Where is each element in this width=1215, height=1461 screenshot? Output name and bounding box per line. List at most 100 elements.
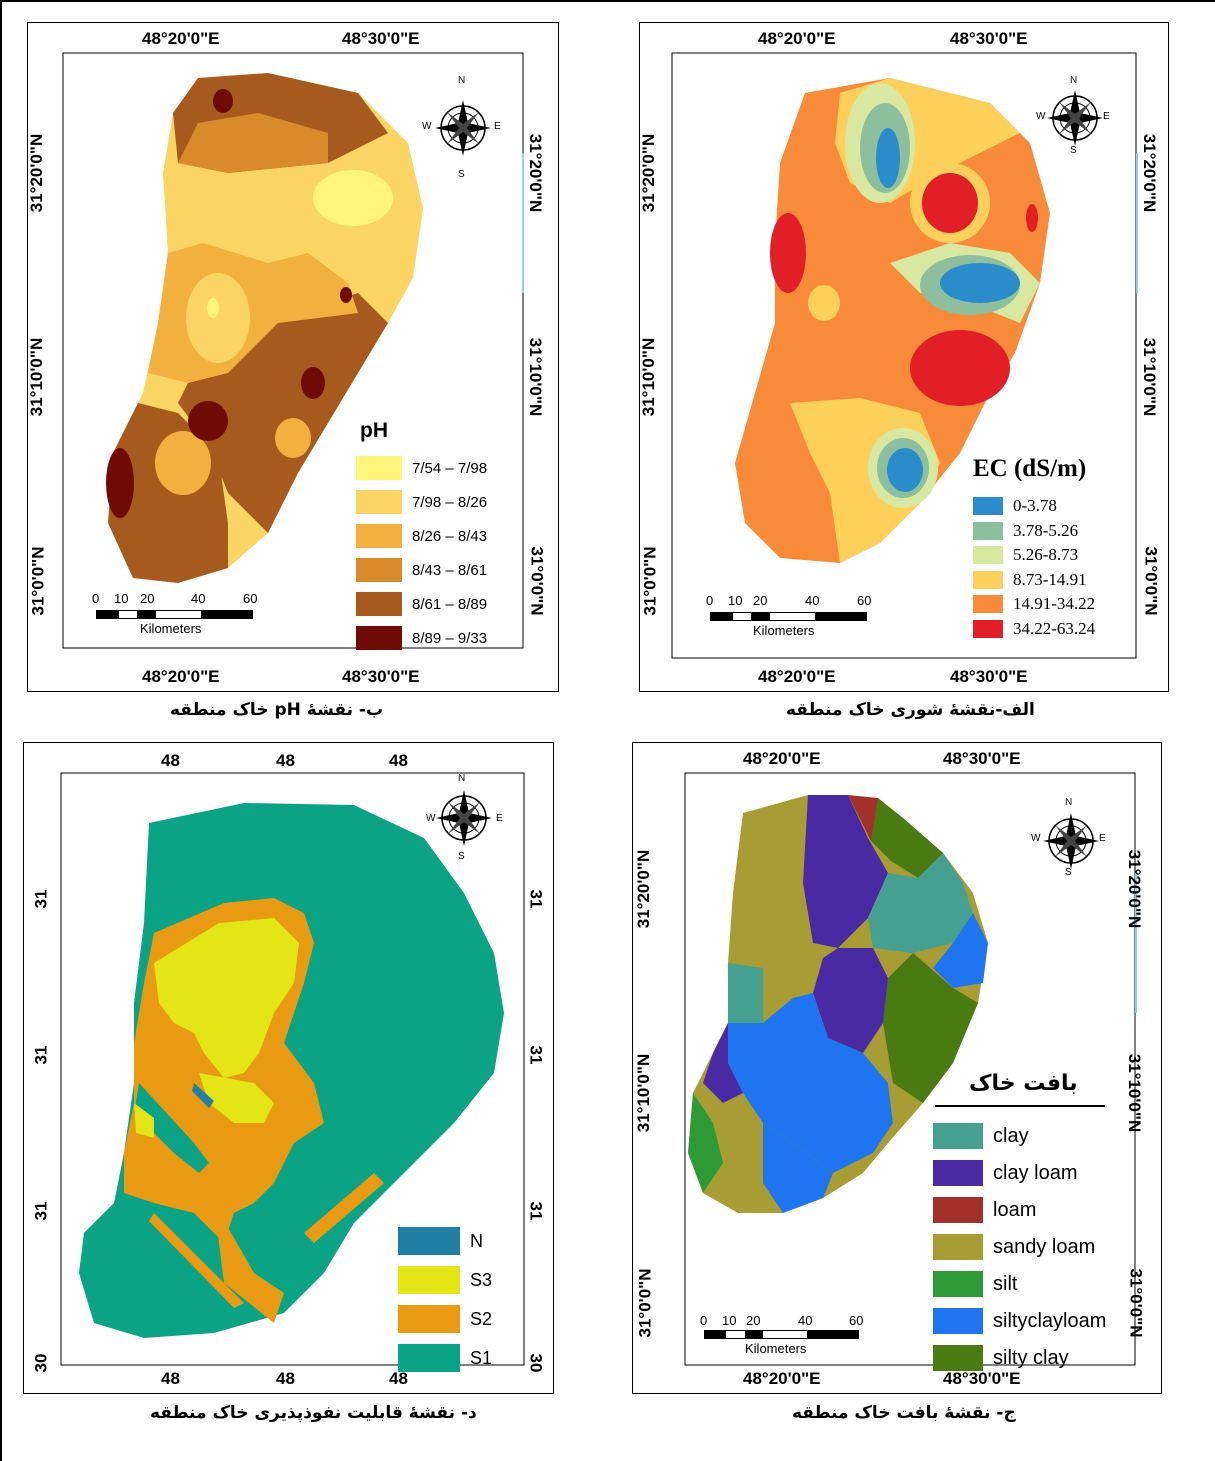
- salinity-compass-s: S: [1070, 145, 1077, 156]
- texture-legend-item: clay: [933, 1123, 1029, 1149]
- ph-legend-label: 8/61 – 8/89: [412, 595, 488, 613]
- ph-lat-right-2: 31°10'0"N: [526, 337, 546, 417]
- texture-legend-title: بافت خاک: [969, 1071, 1078, 1096]
- ph-caption: ب- نقشهٔ pH خاک منطقه: [170, 700, 384, 720]
- salinity-legend-label: 34.22-63.24: [1013, 618, 1096, 638]
- salinity-legend-swatch: [973, 497, 1003, 515]
- ph-scale-tick-40: 40: [191, 591, 206, 606]
- salinity-lon-bottom-2: 48°30'0"E: [950, 667, 1028, 686]
- texture-legend-item: clay loam: [933, 1160, 1077, 1186]
- salinity-lat-right-3: 31°0'0"N: [1141, 546, 1161, 616]
- permeability-lat-left-4: 30: [31, 1353, 51, 1373]
- ph-legend-item: 7/98 – 8/26: [356, 490, 487, 514]
- salinity-scale-tick-10: 10: [728, 593, 743, 608]
- salinity-legend-item: 5.26-8.73: [973, 545, 1078, 565]
- salinity-lon-top-1: 48°20'0"E: [758, 29, 836, 48]
- ph-lat-right-3: 31°0'0"N: [527, 546, 547, 616]
- texture-compass-n: N: [1065, 797, 1073, 808]
- texture-legend-label: sandy loam: [993, 1235, 1096, 1258]
- ph-map-drawing: [62, 52, 524, 649]
- permeability-legend-item: S2: [398, 1305, 492, 1333]
- permeability-lon-top-3: 48: [389, 751, 408, 770]
- texture-compass-s: S: [1065, 867, 1072, 878]
- texture-legend-label: silt: [993, 1272, 1018, 1295]
- salinity-scale-tick-0: 0: [706, 593, 714, 608]
- salinity-legend-item: 14.91-34.22: [973, 594, 1095, 614]
- salinity-legend-swatch: [973, 546, 1003, 564]
- permeability-lat-right-1: 31: [526, 889, 546, 909]
- permeability-compass-w: W: [426, 813, 436, 824]
- ph-lon-bottom-1: 48°20'0"E: [142, 667, 220, 686]
- texture-legend-label: silty clay: [993, 1346, 1069, 1369]
- texture-scale-tick-20: 20: [746, 1313, 761, 1328]
- salinity-lat-left-1: 31°20'0"N: [639, 133, 659, 213]
- texture-compass-e: E: [1099, 833, 1106, 844]
- salinity-legend-label: 14.91-34.22: [1013, 594, 1096, 613]
- salinity-compass-icon: [1047, 90, 1103, 146]
- salinity-legend-label: 0-3.78: [1013, 496, 1057, 515]
- salinity-scale-tick-60: 60: [857, 593, 872, 608]
- permeability-caption: د- نقشهٔ قابلیت نفوذپذیری خاک منطقه: [150, 1403, 477, 1423]
- texture-lat-right-3: 31°0'0"N: [1126, 1268, 1146, 1338]
- permeability-compass-e: E: [496, 813, 503, 824]
- ph-lat-left-3: 31°0'0"N: [28, 546, 48, 616]
- ph-legend-swatch: [356, 558, 402, 582]
- permeability-compass-n: N: [458, 773, 466, 784]
- ph-legend-label: 8/26 – 8/43: [412, 527, 488, 545]
- texture-scale-unit: Kilometers: [745, 1341, 807, 1356]
- ph-legend-label: 8/43 – 8/61: [412, 561, 488, 579]
- permeability-lon-top-1: 48: [161, 751, 180, 770]
- permeability-lon-top-2: 48: [276, 751, 295, 770]
- ph-legend-item: 8/61 – 8/89: [356, 592, 487, 616]
- texture-compass-w: W: [1031, 833, 1041, 844]
- texture-legend-swatch: [933, 1197, 983, 1223]
- ph-lon-top-2: 48°30'0"E: [342, 29, 420, 48]
- permeability-lon-bottom-2: 48: [276, 1369, 295, 1388]
- permeability-compass-icon: [436, 790, 492, 846]
- texture-lat-left-3: 31°0'0"N: [635, 1268, 655, 1338]
- texture-lon-bottom-1: 48°20'0"E: [743, 1369, 821, 1388]
- texture-lat-right-2: 31°10'0"N: [1125, 1053, 1145, 1133]
- texture-legend-item: silt: [933, 1271, 1017, 1297]
- ph-legend-swatch: [356, 592, 402, 616]
- texture-lon-bottom-2: 48°30'0"E: [943, 1369, 1021, 1388]
- ph-lon-bottom-2: 48°30'0"E: [342, 667, 420, 686]
- texture-scale-tick-40: 40: [798, 1313, 813, 1328]
- salinity-legend-swatch: [973, 595, 1003, 613]
- permeability-lon-bottom-3: 48: [389, 1369, 408, 1388]
- salinity-compass-e: E: [1103, 111, 1110, 122]
- salinity-map-drawing: [671, 52, 1138, 659]
- permeability-legend-swatch: [398, 1305, 460, 1333]
- permeability-lat-left-3: 31: [31, 1201, 51, 1221]
- texture-lon-top-1: 48°20'0"E: [743, 749, 821, 768]
- texture-legend-swatch: [933, 1123, 983, 1149]
- figure-frame-top: [0, 0, 1215, 2]
- ph-legend-swatch: [356, 524, 402, 548]
- ph-legend-item: 7/54 – 7/98: [356, 456, 487, 480]
- permeability-map-panel: N S E W 48 48 48 48 48 48 31 31 31 30 31…: [23, 742, 554, 1394]
- salinity-legend-label: 8.73-14.91: [1013, 569, 1087, 589]
- salinity-lat-right-1: 31°20'0"N: [1140, 133, 1160, 213]
- ph-compass-w: W: [422, 121, 432, 132]
- permeability-lon-bottom-1: 48: [161, 1369, 180, 1388]
- ph-legend-label: 8/89 – 9/33: [412, 629, 488, 647]
- texture-legend-label: clay loam: [993, 1161, 1078, 1184]
- permeability-lat-right-2: 31: [526, 1045, 546, 1065]
- texture-legend-item: siltyclayloam: [933, 1308, 1106, 1334]
- ph-legend-swatch: [356, 626, 402, 650]
- permeability-legend-label: S2: [470, 1308, 493, 1329]
- salinity-legend-title: EC (dS/m): [973, 455, 1087, 482]
- texture-legend-swatch: [933, 1234, 983, 1260]
- ph-scale-tick-20: 20: [140, 591, 155, 606]
- salinity-legend-label: 5.26-8.73: [1013, 545, 1079, 564]
- ph-legend-label: 7/54 – 7/98: [412, 459, 488, 477]
- texture-scale-tick-60: 60: [849, 1313, 864, 1328]
- salinity-scale-unit: Kilometers: [753, 623, 815, 638]
- permeability-legend-item: S3: [398, 1266, 492, 1294]
- texture-legend-swatch: [933, 1308, 983, 1334]
- ph-compass-s: S: [458, 169, 465, 180]
- texture-legend-item: loam: [933, 1197, 1036, 1223]
- salinity-legend-item: 0-3.78: [973, 496, 1057, 516]
- texture-legend-swatch: [933, 1160, 983, 1186]
- texture-lat-left-1: 31°20'0"N: [634, 849, 654, 929]
